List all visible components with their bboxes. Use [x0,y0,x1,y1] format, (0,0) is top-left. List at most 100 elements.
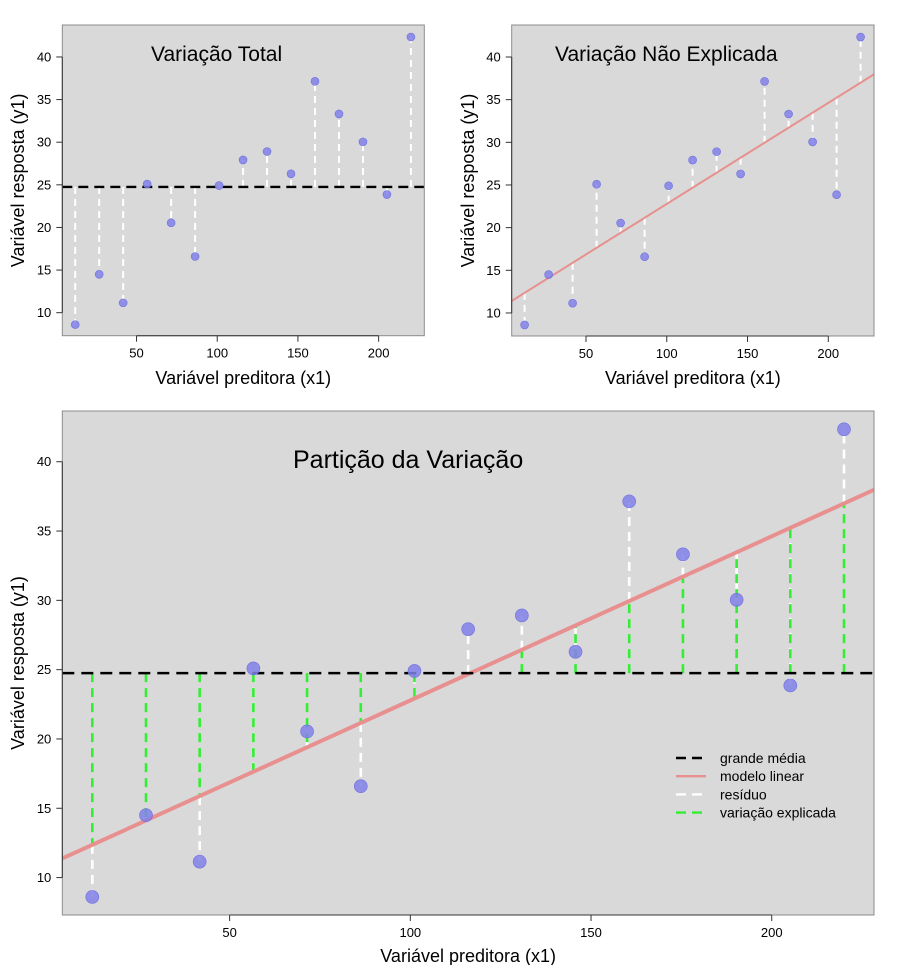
data-point [358,137,368,147]
axes: 50 100 150 200 10 15 20 25 30 35 40 [486,49,839,361]
data-point [783,678,798,693]
data-point [592,179,601,189]
x-axis-title: Variável preditora (x1) [380,946,556,965]
data-point [142,179,152,189]
axes: 50 100 150 200 10 15 20 25 30 35 40 [37,49,390,360]
data-point [94,270,104,279]
data-point [544,270,553,279]
data-point [568,298,577,308]
data-point [688,155,697,165]
data-point [729,592,744,607]
data-point [70,320,80,329]
legend-label: variação explicada [720,805,836,821]
y-tick-label: 15 [37,801,51,816]
data-point [676,547,690,562]
y-tick-label: 20 [37,731,51,746]
data-point [808,137,817,147]
data-point [262,147,272,156]
x-tick-label: 50 [579,346,593,361]
legend-label: resíduo [720,786,767,802]
data-point [520,320,529,330]
data-point [190,252,200,261]
data-point [760,77,769,86]
data-point [286,169,296,179]
data-point [246,661,261,676]
y-tick-label: 20 [486,220,500,235]
data-point [856,32,865,42]
y-tick-label: 40 [37,49,51,64]
y-tick-label: 10 [37,870,51,885]
legend-label: grande média [720,750,806,766]
x-tick-label: 100 [656,346,678,361]
x-tick-label: 100 [399,925,421,940]
x-tick-label: 50 [129,346,143,361]
plot-area [62,411,875,915]
y-tick-label: 30 [486,135,500,150]
plot-area [511,25,874,336]
panel-title: Partição da Variação [293,446,523,474]
legend-item-modelo-linear: modelo linear [676,768,804,784]
panel-title: Variação Total [151,43,282,66]
y-tick-label: 20 [37,220,51,235]
data-point [353,779,368,794]
data-point [310,77,320,86]
legend: grande média modelo linear resíduo varia… [676,750,836,821]
legend-item-residuo: resíduo [676,786,767,802]
data-point [784,109,793,119]
data-point [832,190,841,200]
x-tick-label: 150 [737,346,759,361]
legend-label: modelo linear [720,768,804,784]
y-tick-label: 25 [486,177,500,192]
legend-item-grande-media: grande média [676,750,806,766]
reference-lines-layer [62,487,875,861]
data-point [382,190,392,199]
data-point [238,155,248,165]
panel-variacao-total: 50 100 150 200 10 15 20 25 30 35 40 Variação Total… [8,24,425,388]
y-tick-label: 40 [37,454,51,469]
data-point [139,808,153,822]
data-point [118,298,128,308]
data-point [515,608,529,623]
y-tick-label: 35 [37,92,51,107]
data-point [192,854,207,869]
data-point [300,724,314,739]
panel-title: Variação Não Explicada [555,43,778,66]
y-tick-label: 15 [486,263,500,278]
panel-particao-da-variacao: 50 100 150 200 10 15 20 25 30 35 40 Partição da Va… [8,410,875,965]
points-layer [70,32,416,329]
y-tick-label: 35 [486,92,500,107]
data-point [616,218,625,228]
data-point [407,664,422,678]
data-point [640,252,649,262]
y-axis-title: Variável resposta (y1) [8,93,28,267]
data-point [85,890,100,904]
reference-lines-layer [511,73,874,303]
data-point [664,181,673,191]
data-point [461,622,475,636]
data-point [837,422,851,437]
y-tick-label: 35 [37,524,51,539]
y-tick-label: 10 [486,305,500,320]
x-tick-label: 50 [222,925,236,940]
data-point [712,147,721,156]
x-tick-label: 150 [580,925,602,940]
points-layer [85,422,851,904]
segments-layer [90,429,846,897]
data-point [166,218,176,228]
x-axis-title: Variável preditora (x1) [605,368,781,388]
x-tick-label: 150 [287,346,309,361]
y-tick-label: 25 [37,662,51,677]
data-point [736,169,745,179]
y-tick-label: 15 [37,263,51,278]
y-axis-title: Variável resposta (y1) [8,576,28,750]
data-point [406,32,416,42]
x-tick-label: 200 [368,346,390,361]
y-axis-title: Variável resposta (y1) [458,94,478,268]
x-tick-label: 100 [206,346,228,361]
points-layer [520,32,865,330]
x-axis-title: Variável preditora (x1) [155,368,331,388]
data-point [568,644,583,659]
panel-variacao-nao-explicada: 50 100 150 200 10 15 20 25 30 35 40 Variação Não E… [458,24,875,388]
y-tick-label: 10 [37,305,51,320]
y-tick-label: 30 [37,135,51,150]
